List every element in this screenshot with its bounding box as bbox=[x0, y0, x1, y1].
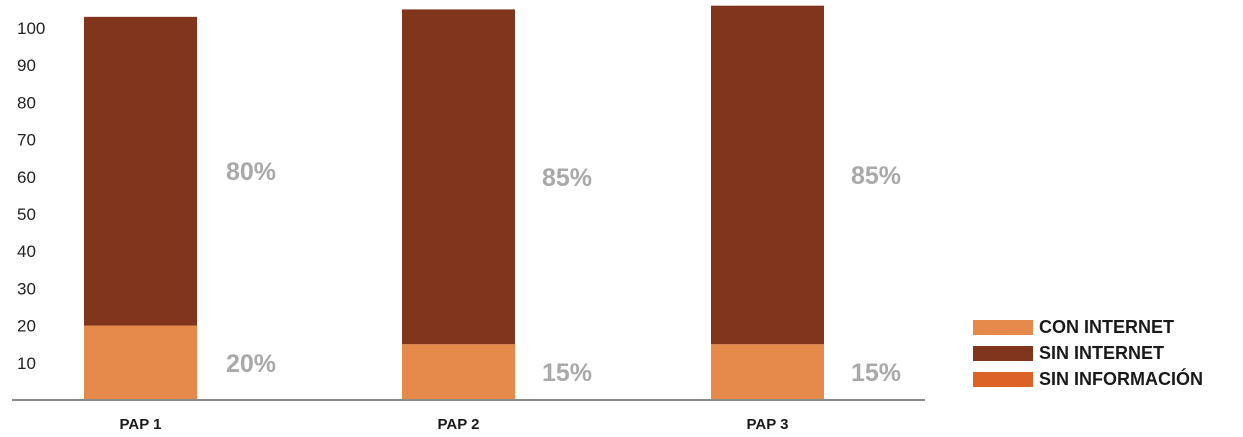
y-tick-label: 100 bbox=[17, 19, 45, 38]
bar-segment bbox=[84, 325, 197, 400]
x-category-label: PAP 3 bbox=[747, 416, 789, 433]
bar-segment bbox=[402, 344, 515, 400]
percentage-labels: 20% 80% 15% 85% 15% 85% bbox=[226, 158, 901, 387]
y-tick-label: 40 bbox=[17, 242, 36, 261]
legend-item-con-internet: CON INTERNET bbox=[973, 314, 1203, 340]
y-tick-label: 20 bbox=[17, 317, 36, 336]
legend-swatch-con-internet bbox=[973, 319, 1033, 335]
y-tick-label: 60 bbox=[17, 168, 36, 187]
y-tick-label: 90 bbox=[17, 56, 36, 75]
data-label: 15% bbox=[542, 359, 592, 387]
y-tick-label: 80 bbox=[17, 93, 36, 112]
data-label: 20% bbox=[226, 350, 276, 378]
legend-label-sin-informacion: SIN INFORMACIÓN bbox=[1039, 368, 1203, 389]
y-axis-ticks: 10 20 30 40 50 60 70 80 90 100 bbox=[17, 19, 45, 373]
legend-label-sin-internet: SIN INTERNET bbox=[1039, 342, 1165, 363]
bars bbox=[84, 5, 824, 400]
bar-segment bbox=[711, 5, 824, 345]
legend-swatch-sin-informacion bbox=[973, 371, 1033, 387]
data-label: 85% bbox=[851, 162, 901, 190]
legend-swatch-sin-internet bbox=[973, 345, 1033, 361]
y-tick-label: 50 bbox=[17, 205, 36, 224]
legend: CON INTERNET SIN INTERNET SIN INFORMACIÓ… bbox=[973, 314, 1203, 392]
data-label: 85% bbox=[542, 164, 592, 192]
bar-segment bbox=[402, 9, 515, 345]
stacked-bar-chart: 10 20 30 40 50 60 70 80 90 100 20% 80% 15% 85% 15% 85%… bbox=[12, 5, 925, 433]
data-label: 80% bbox=[226, 158, 276, 186]
bar-segment bbox=[711, 344, 824, 400]
y-tick-label: 70 bbox=[17, 131, 36, 150]
legend-item-sin-informacion: SIN INFORMACIÓN bbox=[973, 366, 1203, 392]
legend-item-sin-internet: SIN INTERNET bbox=[973, 340, 1203, 366]
x-category-label: PAP 2 bbox=[438, 416, 480, 433]
x-axis-categories: PAP 1 PAP 2 PAP 3 bbox=[120, 416, 789, 433]
data-label: 15% bbox=[851, 359, 901, 387]
x-category-label: PAP 1 bbox=[120, 416, 162, 433]
y-tick-label: 10 bbox=[17, 354, 36, 373]
y-tick-label: 30 bbox=[17, 279, 36, 298]
legend-label-con-internet: CON INTERNET bbox=[1039, 316, 1174, 337]
bar-segment bbox=[84, 16, 197, 326]
